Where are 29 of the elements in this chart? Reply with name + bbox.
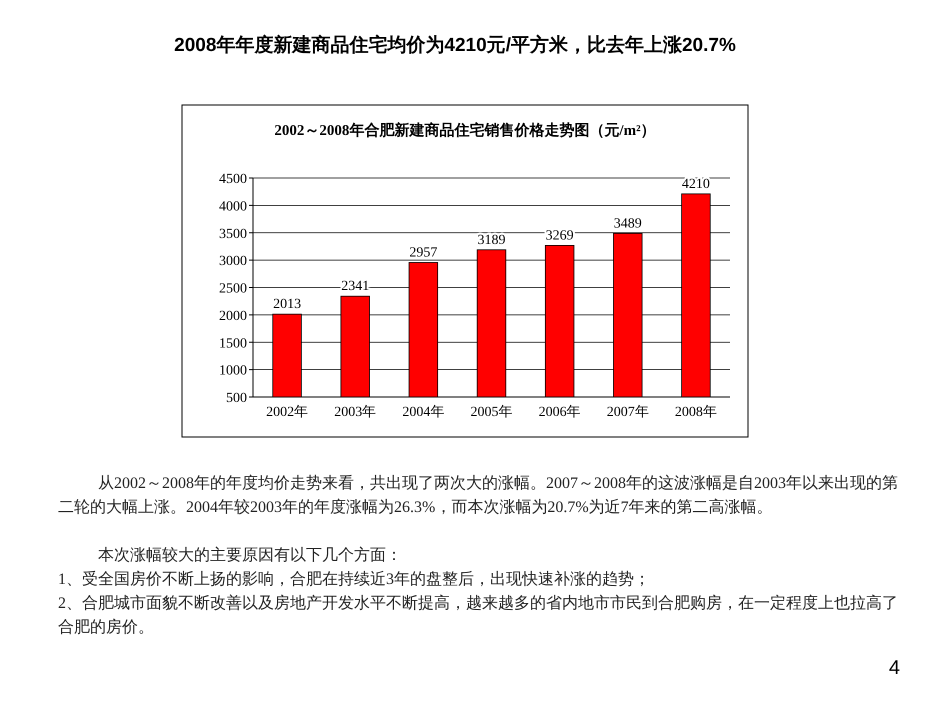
y-tick-label: 3000 xyxy=(219,254,247,270)
text: 从2002～2008年的年度均价走势来看，共出现了两次大的涨幅。2007～2008年的这波涨幅是自2003年以来出现的第二轮的大幅上涨。2004年较2003年的年度涨幅为26.3%，而本次涨幅为20.7%为近7年来的第二高涨幅。 xyxy=(58,474,898,518)
y-tick-label: 4000 xyxy=(219,199,247,214)
y-tick-label: 3500 xyxy=(219,226,247,242)
text: 本次涨幅较大的主要原因有以下几个方面： xyxy=(97,546,403,566)
y-tick-label: 2500 xyxy=(219,282,247,296)
y-tick-label: 4500 xyxy=(219,172,247,187)
x-tick-label: 2005年 xyxy=(470,404,512,420)
x-tick-label: 2008年 xyxy=(674,404,717,420)
y-tick-label: 500 xyxy=(226,391,247,406)
text: 1、受全国房价不断上扬的影响，合肥在持续近3年的盘整后，出现快速补涨的趋势； xyxy=(58,570,651,590)
x-tick-label: 2004年 xyxy=(402,404,444,420)
y-tick-label: 1000 xyxy=(219,364,247,379)
text: 4 xyxy=(888,656,900,680)
y-tick-label: 2000 xyxy=(219,308,247,324)
data-label: 3189 xyxy=(478,232,506,248)
x-tick-label: 2003年 xyxy=(334,404,376,420)
data-label: 2013 xyxy=(273,297,302,312)
data-label: 3269 xyxy=(546,228,574,244)
text: 2008年年度新建商品住宅均价为4210元/平方米，比去年上涨20.7% xyxy=(173,34,737,58)
text: 2、合肥城市面貌不断改善以及房地产开发水平不断提高，越来越多的省内地市市民到合肥购房，在一定程度上也拉高了合肥的房价。 xyxy=(58,593,898,638)
y-tick-label: 1500 xyxy=(219,336,247,352)
x-tick-label: 2002年 xyxy=(266,404,308,420)
chart-title: 2002～2008年合肥新建商品住宅销售价格走势图（元/m²） xyxy=(274,121,656,139)
x-tick-label: 2007年 xyxy=(606,404,649,420)
x-tick-label: 2006年 xyxy=(538,404,581,420)
data-label: 4210 xyxy=(682,176,710,192)
data-label: 2957 xyxy=(409,245,438,260)
data-label: 3489 xyxy=(614,216,642,232)
